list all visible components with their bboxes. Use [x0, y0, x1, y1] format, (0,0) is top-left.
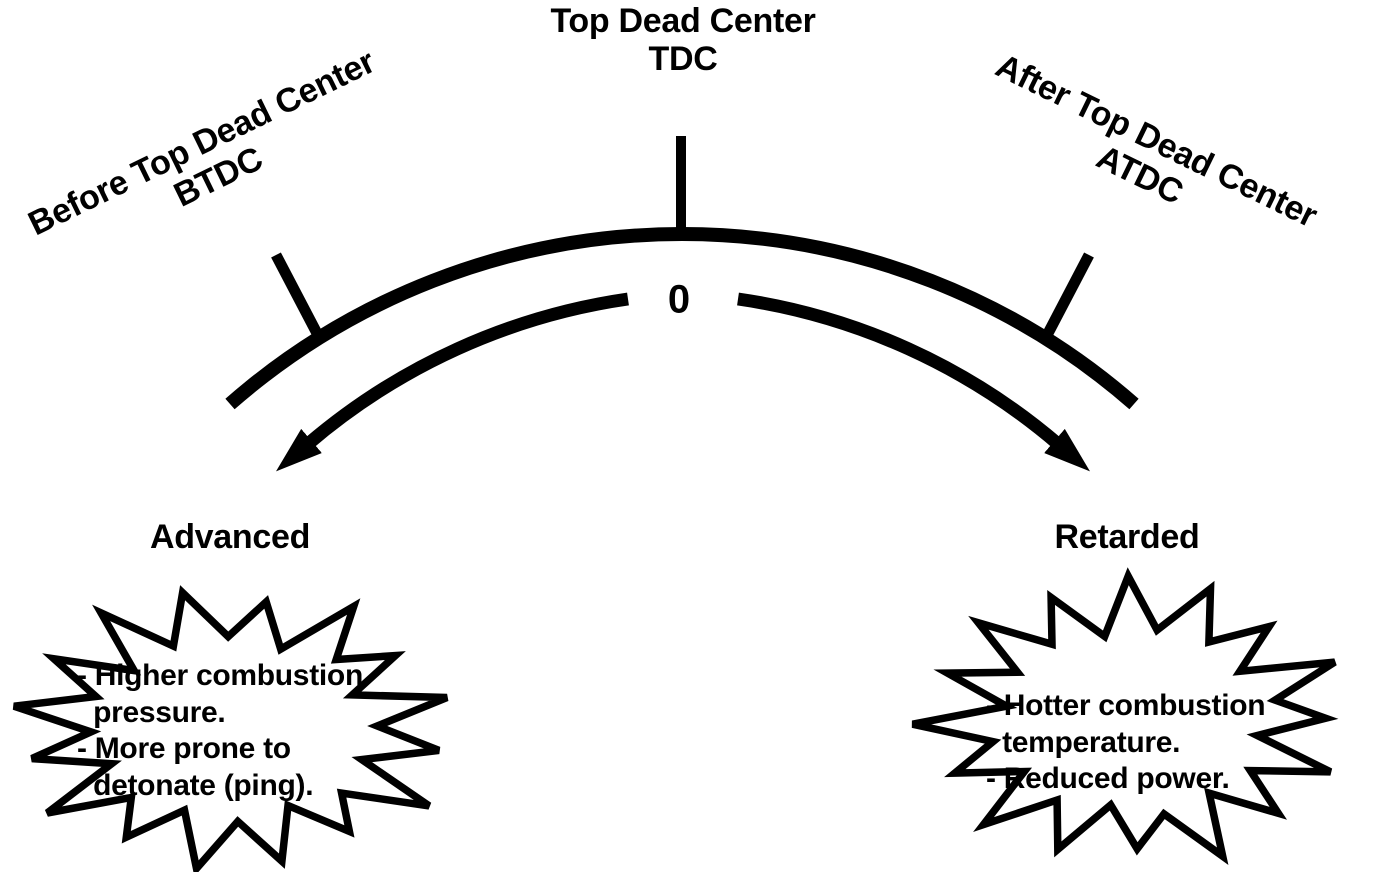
retard-direction-arrow: [737, 292, 1091, 472]
advanced-title: Advanced: [149, 517, 311, 556]
btdc-tick: [271, 252, 326, 344]
advance-direction-arrow: [275, 292, 629, 472]
tdc-label-line1: Top Dead Center: [550, 2, 816, 40]
zero-degree-label: 0: [667, 277, 691, 322]
advanced-notes: - Higher combustion pressure. - More pro…: [77, 659, 363, 802]
outer-timing-arc: [225, 227, 1139, 410]
tdc-label: Top Dead Center TDC: [550, 2, 815, 78]
tdc-abbr: TDC: [648, 40, 718, 79]
atdc-tick: [1039, 252, 1094, 344]
retarded-notes: - Hotter combustion temperature. - Reduc…: [986, 689, 1266, 795]
advanced-starburst: [12, 585, 449, 872]
retarded-title: Retarded: [1054, 517, 1200, 556]
retarded-starburst: [911, 567, 1339, 865]
